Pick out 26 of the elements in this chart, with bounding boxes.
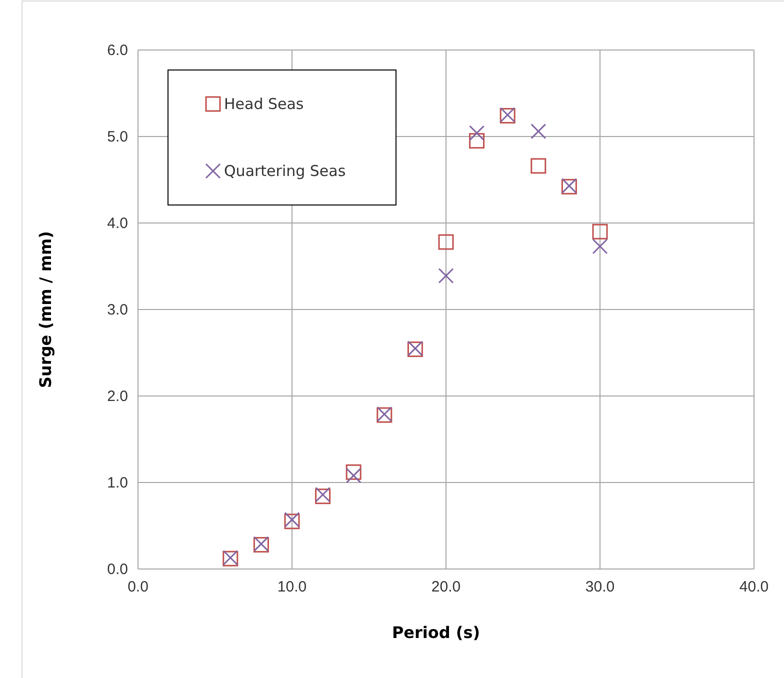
point [469, 125, 485, 141]
point [592, 224, 608, 240]
legend-label: Head Seas [224, 95, 304, 113]
y-tick-label: 5.0 [107, 128, 128, 146]
point [592, 238, 608, 254]
point [469, 133, 485, 149]
point [530, 158, 546, 174]
x-tick-label: 0.0 [128, 578, 148, 596]
y-tick-label: 3.0 [107, 301, 128, 318]
x-tick-label: 40.0 [739, 578, 769, 596]
y-tick-label: 6.0 [107, 42, 128, 59]
x-tick-label: 20.0 [431, 578, 461, 596]
point [346, 468, 362, 484]
y-axis-title: Surge (mm / mm) [36, 231, 55, 388]
y-tick-label: 4.0 [107, 214, 128, 232]
x-tick-label: 30.0 [585, 578, 615, 596]
y-tick-label: 0.0 [107, 560, 128, 578]
y-tick-label: 1.0 [107, 474, 128, 492]
legend-label: Quartering Seas [224, 162, 346, 180]
y-tick-label: 2.0 [107, 388, 128, 405]
point [346, 464, 362, 480]
point [438, 234, 454, 250]
x-tick-label: 10.0 [277, 578, 307, 596]
point [530, 124, 546, 140]
x-axis-title: Period (s) [392, 623, 480, 642]
point [438, 268, 454, 284]
